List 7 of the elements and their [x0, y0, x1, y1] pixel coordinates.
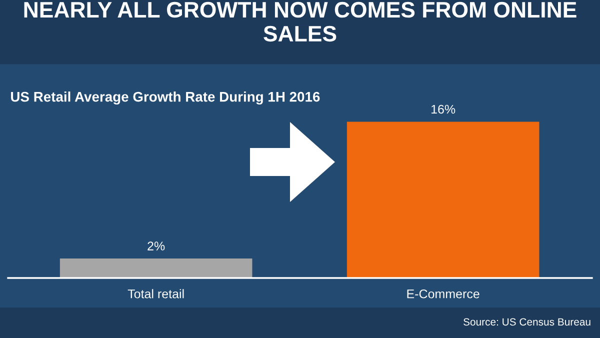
chart-subtitle: US Retail Average Growth Rate During 1H 2016	[11, 92, 320, 105]
x-tick-label: Total retail	[128, 289, 184, 298]
x-tick-label: E-Commerce	[407, 289, 480, 298]
data-label: 16%	[432, 104, 456, 114]
chart-title: NEARLY ALL GROWTH NOW COMES FROM ONLINE SALES	[24, 2, 576, 42]
data-label: 2%	[148, 242, 165, 250]
source-note: Source: US Census Bureau	[464, 318, 590, 326]
